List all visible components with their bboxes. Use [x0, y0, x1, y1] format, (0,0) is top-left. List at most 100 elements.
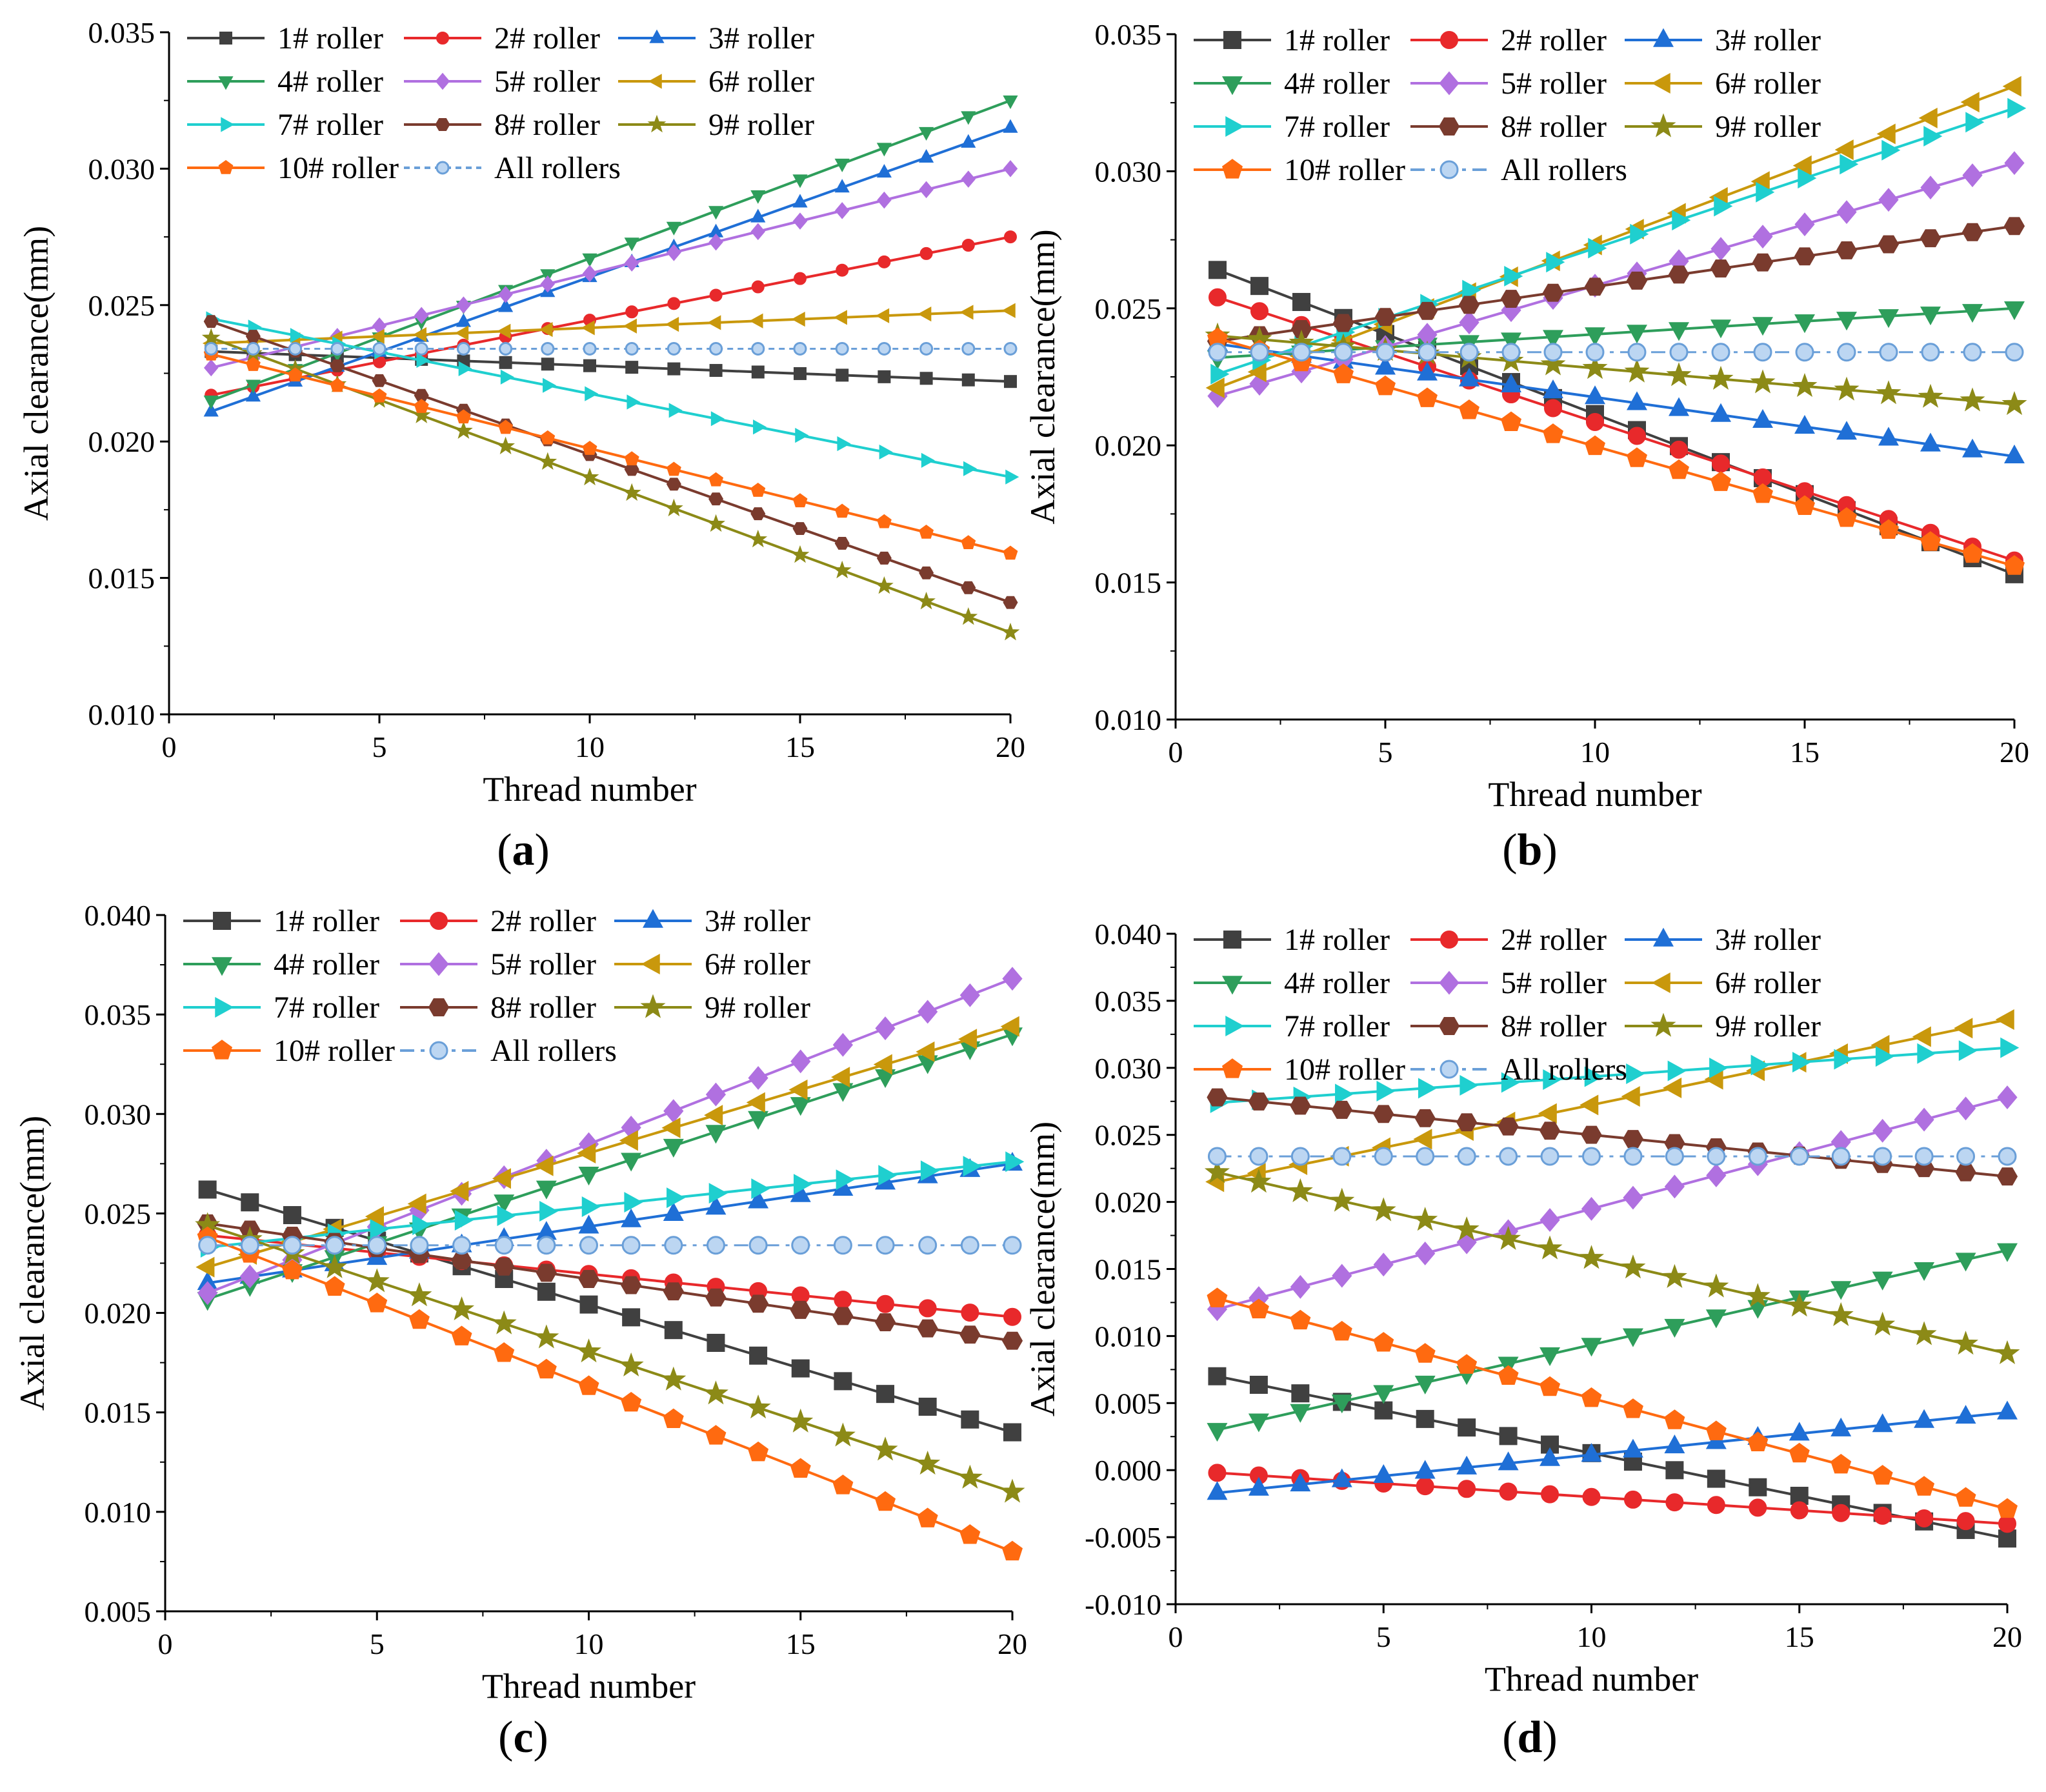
- data-point: [960, 1236, 979, 1255]
- data-point: [536, 1180, 557, 1200]
- data-point: [288, 367, 303, 382]
- data-point: [1586, 412, 1604, 431]
- x-axis-title: Thread number: [1485, 1660, 1698, 1698]
- data-point: [1878, 188, 1899, 212]
- data-point: [919, 247, 933, 260]
- data-point: [705, 1125, 727, 1144]
- data-point: [750, 190, 766, 204]
- data-point: [1920, 432, 1941, 452]
- data-point: [920, 1160, 940, 1182]
- data-point: [919, 341, 934, 356]
- data-point: [751, 341, 765, 356]
- data-point: [875, 576, 894, 594]
- data-point: [794, 1174, 813, 1195]
- data-point: [1710, 319, 1731, 339]
- data-point: [834, 158, 850, 172]
- data-point: [1003, 341, 1018, 356]
- data-point: [704, 1105, 723, 1126]
- data-point: [961, 239, 975, 252]
- data-point: [1581, 1387, 1602, 1407]
- data-point: [1413, 1129, 1432, 1150]
- y-tick-label: 0.010: [1095, 703, 1162, 736]
- data-point: [246, 341, 260, 356]
- legend-label: 8# roller: [490, 991, 596, 1025]
- data-point: [1540, 1447, 1561, 1466]
- data-point: [1584, 277, 1606, 296]
- data-point: [454, 421, 473, 439]
- data-point: [245, 357, 261, 371]
- data-point: [1250, 302, 1269, 321]
- data-point: [2003, 217, 2025, 236]
- data-point: [1290, 1274, 1310, 1299]
- data-point: [1622, 1438, 1643, 1458]
- data-point: [837, 436, 851, 452]
- data-point: [1920, 307, 1941, 326]
- data-point: [1752, 253, 1774, 272]
- data-point: [1872, 1465, 1893, 1485]
- legend-marker: [641, 954, 660, 974]
- data-point: [1672, 210, 1691, 231]
- data-point: [1626, 271, 1648, 290]
- legend-label: All rollers: [1501, 153, 1627, 187]
- data-point: [1458, 296, 1480, 314]
- data-point: [1752, 317, 1773, 336]
- legend-marker: [1223, 931, 1241, 949]
- data-point: [1462, 279, 1481, 301]
- data-point: [1914, 1476, 1935, 1496]
- data-point: [1953, 1331, 1979, 1355]
- data-point: [751, 365, 765, 379]
- data-point: [708, 472, 724, 487]
- legend-marker: [212, 957, 232, 976]
- data-point: [1499, 1147, 1518, 1166]
- data-point: [540, 430, 556, 445]
- data-point: [1287, 1178, 1313, 1203]
- data-point: [1373, 1105, 1394, 1123]
- y-tick-label: 0.030: [1095, 155, 1162, 188]
- data-point: [1996, 1498, 2018, 1518]
- data-point: [1412, 1207, 1438, 1231]
- y-tick-label: -0.005: [1085, 1521, 1161, 1554]
- data-point: [366, 1293, 388, 1313]
- data-point: [1578, 1245, 1605, 1269]
- data-point: [1792, 1052, 1812, 1073]
- y-tick-label: 0.020: [1095, 429, 1162, 462]
- data-point: [1665, 1493, 1684, 1512]
- data-point: [245, 388, 261, 402]
- legend-label: 6# roller: [1715, 66, 1821, 101]
- data-point: [834, 202, 850, 219]
- data-point: [919, 372, 933, 385]
- data-point: [878, 370, 891, 383]
- data-point: [1709, 1058, 1729, 1079]
- y-tick-label: 0.005: [85, 1595, 152, 1628]
- data-point: [1831, 1147, 1850, 1166]
- series-line-3: [1217, 1411, 2008, 1495]
- data-point: [919, 148, 934, 163]
- data-point: [494, 1257, 515, 1276]
- data-point: [579, 1295, 598, 1314]
- data-point: [619, 1130, 638, 1151]
- data-point: [370, 1218, 389, 1240]
- data-point: [578, 1270, 599, 1288]
- data-point: [918, 307, 932, 322]
- data-point: [1665, 1147, 1684, 1166]
- data-point: [708, 1183, 728, 1204]
- data-point: [412, 327, 426, 343]
- data-point: [196, 1256, 215, 1278]
- y-tick-label: -0.010: [1085, 1588, 1161, 1621]
- data-point: [707, 514, 725, 532]
- data-point: [622, 1308, 641, 1327]
- legend-marker: [430, 912, 448, 930]
- data-point: [873, 1054, 892, 1075]
- data-point: [2005, 343, 2024, 362]
- data-point: [749, 313, 763, 328]
- data-point: [621, 1276, 642, 1294]
- x-tick-label: 20: [996, 730, 1025, 763]
- chart-panel-a: 0 5 10 15 20 0.010 0.015 0.020 0.025 0.030 0.035 Th…: [17, 16, 1025, 875]
- data-point: [961, 1410, 979, 1429]
- x-axis-title: Thread number: [483, 770, 696, 809]
- data-point: [1580, 1094, 1599, 1116]
- legend-label: 10# roller: [1284, 1052, 1405, 1087]
- data-point: [1795, 343, 1814, 362]
- legend-marker: [1650, 1012, 1676, 1037]
- data-point: [833, 310, 847, 325]
